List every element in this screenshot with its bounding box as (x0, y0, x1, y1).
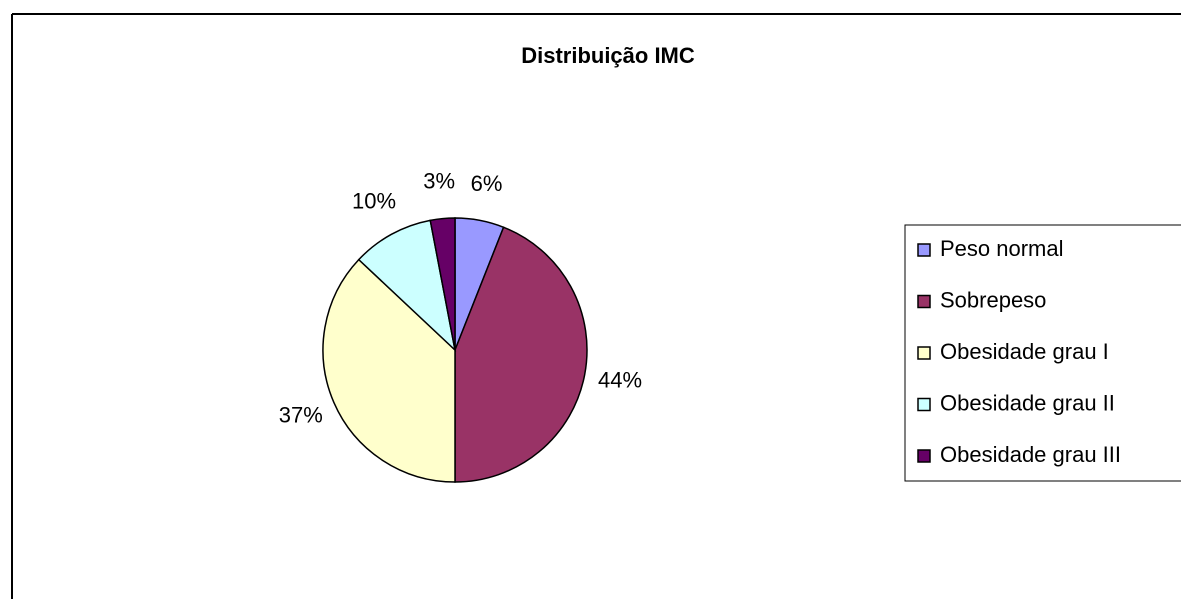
pie-slice (357, 219, 457, 353)
legend-swatch (917, 294, 931, 309)
data-label: 6% (471, 171, 503, 196)
legend-swatch (917, 346, 931, 360)
legend-label: Obesidade grau III (940, 442, 1121, 467)
data-label: 10% (352, 189, 396, 214)
legend-label: Obesidade grau I (940, 339, 1109, 364)
pie-slice (454, 226, 588, 483)
data-label: 3% (423, 169, 455, 194)
data-label: 37% (279, 403, 323, 428)
data-label: 44% (598, 367, 642, 392)
pie-slice (429, 217, 456, 351)
legend-swatch (917, 243, 931, 257)
legend-label: Obesidade grau II (940, 390, 1115, 415)
pie-slice (322, 258, 456, 483)
legend-label: Peso normal (940, 236, 1064, 261)
legend-box (904, 224, 1181, 482)
legend-label: Sobrepeso (940, 287, 1046, 312)
legend-swatch (917, 397, 931, 412)
legend-swatch (917, 449, 931, 463)
chart-title: Distribuição IMC (521, 43, 695, 68)
